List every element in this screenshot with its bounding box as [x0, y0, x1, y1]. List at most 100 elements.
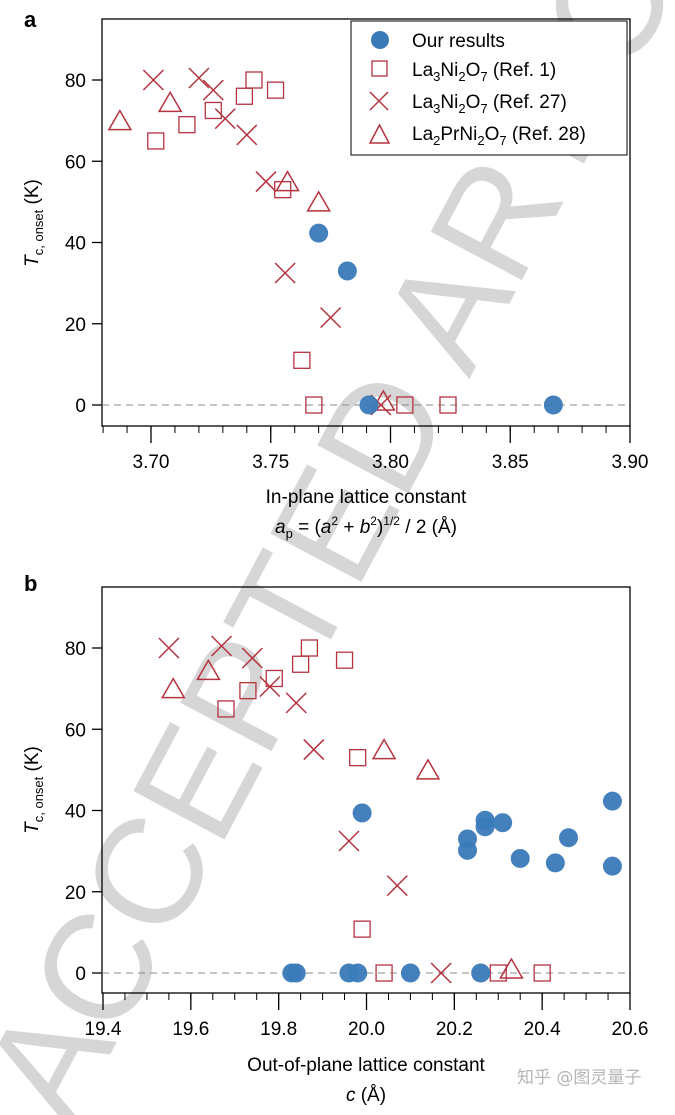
square-marker-icon: [439, 396, 457, 414]
circle-marker-icon: [352, 803, 372, 823]
panel-label-a: a: [24, 7, 37, 32]
square-marker-icon: [239, 682, 257, 700]
x-tick-label: 20.6: [612, 1019, 649, 1040]
square-marker-icon: [533, 964, 551, 982]
cross-marker-icon: [241, 647, 263, 669]
triangle-marker-icon: [196, 658, 221, 681]
cross-marker-icon: [285, 692, 307, 714]
x-axis-a: 3.70 3.75 3.80 3.85 3.90: [102, 426, 649, 473]
legend-item-ref28: La2PrNi2O7 (Ref. 28): [412, 124, 586, 148]
x-tick-label: 20.0: [348, 1019, 385, 1040]
legend-square-icon: [371, 60, 388, 77]
x-tick-label: 19.8: [260, 1019, 297, 1040]
triangle-marker-icon: [499, 957, 524, 979]
x-tick-label: 3.85: [492, 452, 529, 473]
cross-marker-icon: [338, 830, 360, 852]
cross-marker-icon: [386, 875, 408, 897]
square-marker-icon: [335, 651, 354, 669]
y-tick-label: 0: [75, 396, 86, 417]
square-marker-icon: [266, 81, 285, 99]
circle-marker-icon: [337, 261, 357, 281]
y-tick-label: 80: [65, 71, 86, 92]
legend-item-ours: Our results: [412, 31, 505, 52]
square-marker-icon: [147, 132, 165, 150]
y-axis-label-b: Tc, onset (K): [22, 746, 46, 834]
legend: Our results La3Ni2O7 (Ref. 1) La3Ni2O7 (…: [350, 20, 628, 156]
credit-watermark: 知乎 @图灵量子: [517, 1068, 641, 1088]
square-marker-icon: [291, 655, 310, 673]
x-axis-formula-b: c (Å): [346, 1085, 386, 1106]
x-tick-label: 20.4: [524, 1019, 561, 1040]
circle-marker-icon: [286, 963, 306, 983]
x-axis-label-a: In-plane lattice constant: [266, 487, 467, 508]
circle-marker-icon: [559, 828, 579, 848]
triangle-marker-icon: [107, 109, 133, 131]
y-tick-label: 20: [65, 315, 86, 336]
legend-item-ref27: La3Ni2O7 (Ref. 27): [412, 92, 567, 116]
triangle-marker-icon: [371, 738, 397, 760]
cross-marker-icon: [274, 262, 296, 284]
x-tick-label: 3.75: [252, 452, 289, 473]
x-tick-label: 20.2: [436, 1019, 473, 1040]
y-tick-label: 40: [65, 234, 86, 255]
panel-label-b: b: [24, 571, 37, 596]
cross-marker-icon: [158, 637, 180, 659]
circle-marker-icon: [400, 963, 420, 983]
cross-marker-icon: [142, 69, 164, 91]
circle-marker-icon: [359, 395, 379, 415]
square-marker-icon: [300, 639, 319, 657]
square-marker-icon: [204, 101, 222, 120]
square-marker-icon: [305, 396, 323, 414]
legend-triangle-icon: [368, 123, 391, 144]
panel-b: b 0 20 40 60 80 19.4 19.6 19.8 20.0 20.2 20.4 20.6…: [22, 571, 648, 1106]
y-axis-b: 0 20 40 60 80: [65, 639, 102, 985]
y-tick-label: 80: [65, 639, 86, 660]
square-marker-icon: [375, 964, 393, 982]
x-tick-label: 19.4: [85, 1019, 122, 1040]
cross-marker-icon: [214, 108, 236, 130]
triangle-marker-icon: [371, 389, 396, 411]
cross-marker-icon: [320, 307, 342, 329]
cross-marker-icon: [236, 124, 258, 146]
circle-marker-icon: [458, 840, 478, 860]
circle-marker-icon: [543, 395, 563, 415]
circle-marker-icon: [309, 223, 329, 243]
plot-area-a: [101, 18, 631, 427]
square-marker-icon: [353, 920, 371, 938]
y-tick-label: 40: [65, 802, 86, 823]
legend-box: [350, 20, 628, 156]
cross-marker-icon: [211, 635, 233, 657]
legend-cross-icon: [369, 91, 389, 111]
panel-a: a 0 20 40 60 80 3.70 3.75 3.80 3.85 3.90 Tc, ons…: [22, 7, 648, 541]
circle-marker-icon: [602, 856, 622, 876]
square-marker-icon: [396, 396, 414, 414]
square-marker-icon: [293, 351, 311, 369]
square-marker-icon: [217, 700, 235, 718]
y-tick-label: 0: [75, 964, 86, 985]
x-tick-label: 3.90: [612, 452, 649, 473]
y-axis-label-a: Tc, onset (K): [22, 179, 46, 267]
square-marker-icon: [245, 71, 263, 89]
y-axis-a: 0 20 40 60 80: [65, 71, 102, 417]
y-tick-label: 60: [65, 152, 86, 173]
circle-marker-icon: [545, 853, 565, 873]
data-points-a: [107, 67, 563, 416]
cross-marker-icon: [259, 676, 281, 698]
circle-marker-icon: [475, 817, 495, 837]
circle-marker-icon: [471, 963, 491, 983]
data-points-b: [158, 635, 622, 984]
square-marker-icon: [235, 87, 254, 105]
circle-marker-icon: [510, 848, 530, 868]
square-marker-icon: [265, 669, 283, 688]
triangle-marker-icon: [275, 170, 300, 192]
y-tick-label: 20: [65, 883, 86, 904]
cross-marker-icon: [303, 739, 325, 761]
circle-marker-icon: [348, 963, 368, 983]
circle-marker-icon: [493, 813, 513, 833]
cross-marker-icon: [430, 962, 452, 984]
circle-marker-icon: [602, 791, 622, 811]
triangle-marker-icon: [157, 90, 183, 113]
square-marker-icon: [489, 964, 507, 982]
